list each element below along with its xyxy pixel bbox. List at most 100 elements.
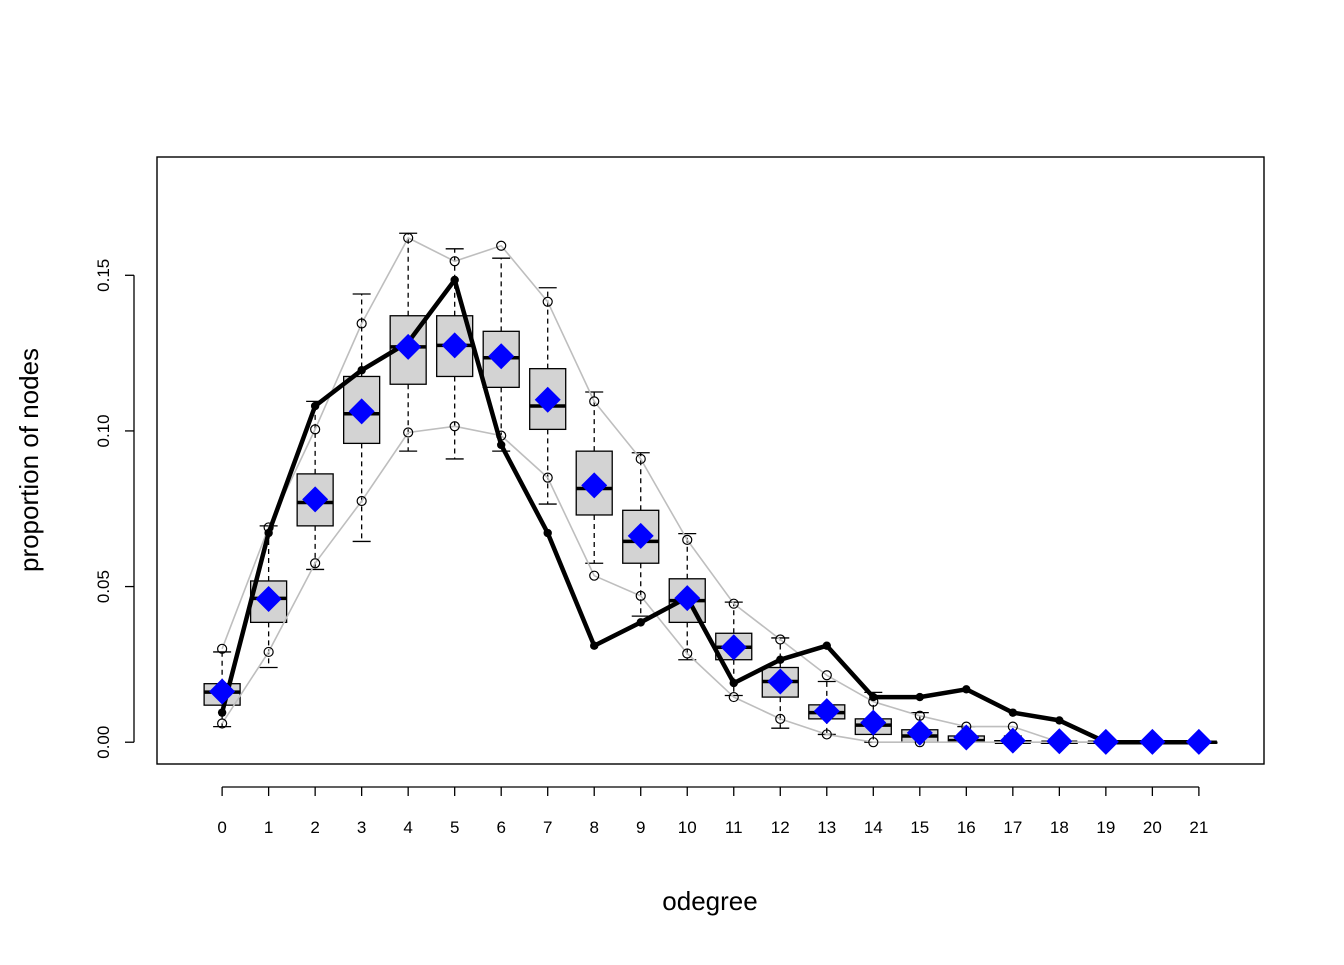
mean-marker-13 <box>813 698 840 725</box>
y-axis-title: proportion of nodes <box>14 348 44 572</box>
x-tick-label-17: 17 <box>1003 818 1022 837</box>
mean-marker-17 <box>999 727 1026 754</box>
observed-point-3 <box>357 366 366 375</box>
mean-marker-14 <box>860 709 887 736</box>
lower-band-point-12 <box>775 713 786 724</box>
observed-point-11 <box>729 678 738 688</box>
lower-band-point-10 <box>682 648 693 659</box>
x-tick-label-1: 1 <box>264 818 273 837</box>
x-tick-label-2: 2 <box>310 818 319 837</box>
mean-marker-7 <box>534 386 561 413</box>
upper-band-point-13 <box>821 670 832 681</box>
observed-line <box>219 277 1199 745</box>
x-tick-label-7: 7 <box>543 818 552 837</box>
mean-marker-12 <box>767 668 794 695</box>
upper-band-point-12 <box>775 634 786 645</box>
lower-band-point-14 <box>868 737 879 748</box>
observed-point-15 <box>915 692 925 702</box>
observed-point-7 <box>543 528 552 538</box>
observed-point-16 <box>962 685 971 694</box>
band-lines-layer <box>217 232 1204 748</box>
observed-point-8 <box>590 641 599 650</box>
mean-marker-21 <box>1185 728 1212 755</box>
lower-band-point-7 <box>542 472 553 483</box>
upper-band-point-9 <box>635 453 646 465</box>
lower-band-point-9 <box>635 590 646 602</box>
lower-band-point-4 <box>403 427 414 438</box>
x-tick-label-4: 4 <box>403 818 412 837</box>
observed-point-13 <box>822 641 831 650</box>
upper-band-point-6 <box>496 240 507 251</box>
mean-marker-6 <box>488 343 515 370</box>
x-tick-label-21: 21 <box>1189 818 1208 837</box>
mean-marker-4 <box>395 333 422 360</box>
mean-marker-3 <box>348 398 375 425</box>
x-tick-label-6: 6 <box>496 818 505 837</box>
x-tick-label-11: 11 <box>725 818 743 837</box>
x-tick-label-19: 19 <box>1096 818 1115 837</box>
upper-band-point-11 <box>728 598 739 609</box>
observed-point-18 <box>1055 716 1064 725</box>
mean-marker-16 <box>953 724 980 751</box>
lower-band-point-0 <box>217 718 228 729</box>
mean-marker-2 <box>302 486 329 513</box>
box-2 <box>296 400 334 571</box>
x-axis-title: odegree <box>662 886 757 916</box>
observed-point-2 <box>310 401 320 411</box>
observed-point-9 <box>636 618 645 627</box>
mean-marker-15 <box>906 719 933 746</box>
upper-band-point-0 <box>217 643 228 654</box>
mean-marker-20 <box>1139 728 1166 755</box>
upper-band-point-2 <box>310 424 321 435</box>
y-tick-label-0.15: 0.15 <box>94 259 113 292</box>
mean-marker-8 <box>581 472 608 499</box>
y-tick-label-0.00: 0.00 <box>94 726 113 759</box>
y-tick-label-0.10: 0.10 <box>94 414 113 447</box>
lower-band-line <box>221 425 1199 744</box>
observed-point-17 <box>1008 708 1018 717</box>
lower-band-point-2 <box>310 558 321 569</box>
lower-band-point-11 <box>728 691 739 703</box>
observed-point-14 <box>869 692 878 702</box>
observed-point-12 <box>776 655 785 664</box>
lower-band-point-13 <box>821 729 832 740</box>
lower-band-point-5 <box>449 421 460 432</box>
mean-marker-1 <box>255 586 282 613</box>
x-tick-label-12: 12 <box>771 818 790 837</box>
upper-band-point-5 <box>449 256 460 267</box>
mean-markers-layer <box>209 332 1212 755</box>
mean-marker-10 <box>674 585 701 612</box>
x-tick-label-3: 3 <box>357 818 366 837</box>
mean-marker-9 <box>627 522 654 549</box>
x-tick-label-16: 16 <box>957 818 976 837</box>
x-tick-label-20: 20 <box>1143 818 1162 837</box>
observed-point-1 <box>264 528 273 538</box>
upper-band-point-7 <box>542 296 553 307</box>
axes-layer: 0 1 2 3 4 5 6 7 8 9 10 11 12 13 14 15 16 17 18 19 20 210.000.… <box>94 259 1208 837</box>
x-tick-label-15: 15 <box>910 818 929 837</box>
x-tick-label-9: 9 <box>636 818 645 837</box>
upper-band-point-8 <box>589 396 600 407</box>
x-tick-label-0: 0 <box>217 818 226 837</box>
x-tick-label-10: 10 <box>678 818 697 837</box>
lower-band-point-8 <box>589 570 600 581</box>
mean-marker-19 <box>1092 728 1119 755</box>
boxplot-layer <box>203 232 1218 744</box>
x-tick-label-8: 8 <box>589 818 598 837</box>
upper-band-point-10 <box>682 534 693 545</box>
lower-band-point-3 <box>356 495 367 507</box>
observed-point-5 <box>450 275 459 285</box>
x-tick-label-18: 18 <box>1050 818 1069 837</box>
mean-marker-5 <box>441 332 468 359</box>
x-tick-label-14: 14 <box>864 818 883 837</box>
observed-point-6 <box>496 440 506 450</box>
upper-band-line <box>221 237 1199 744</box>
lower-band-point-1 <box>263 646 274 658</box>
plot-frame <box>156 156 1265 765</box>
upper-band-point-3 <box>356 318 367 329</box>
mean-marker-18 <box>1046 728 1073 755</box>
x-tick-label-13: 13 <box>817 818 836 837</box>
mean-marker-11 <box>720 634 747 661</box>
